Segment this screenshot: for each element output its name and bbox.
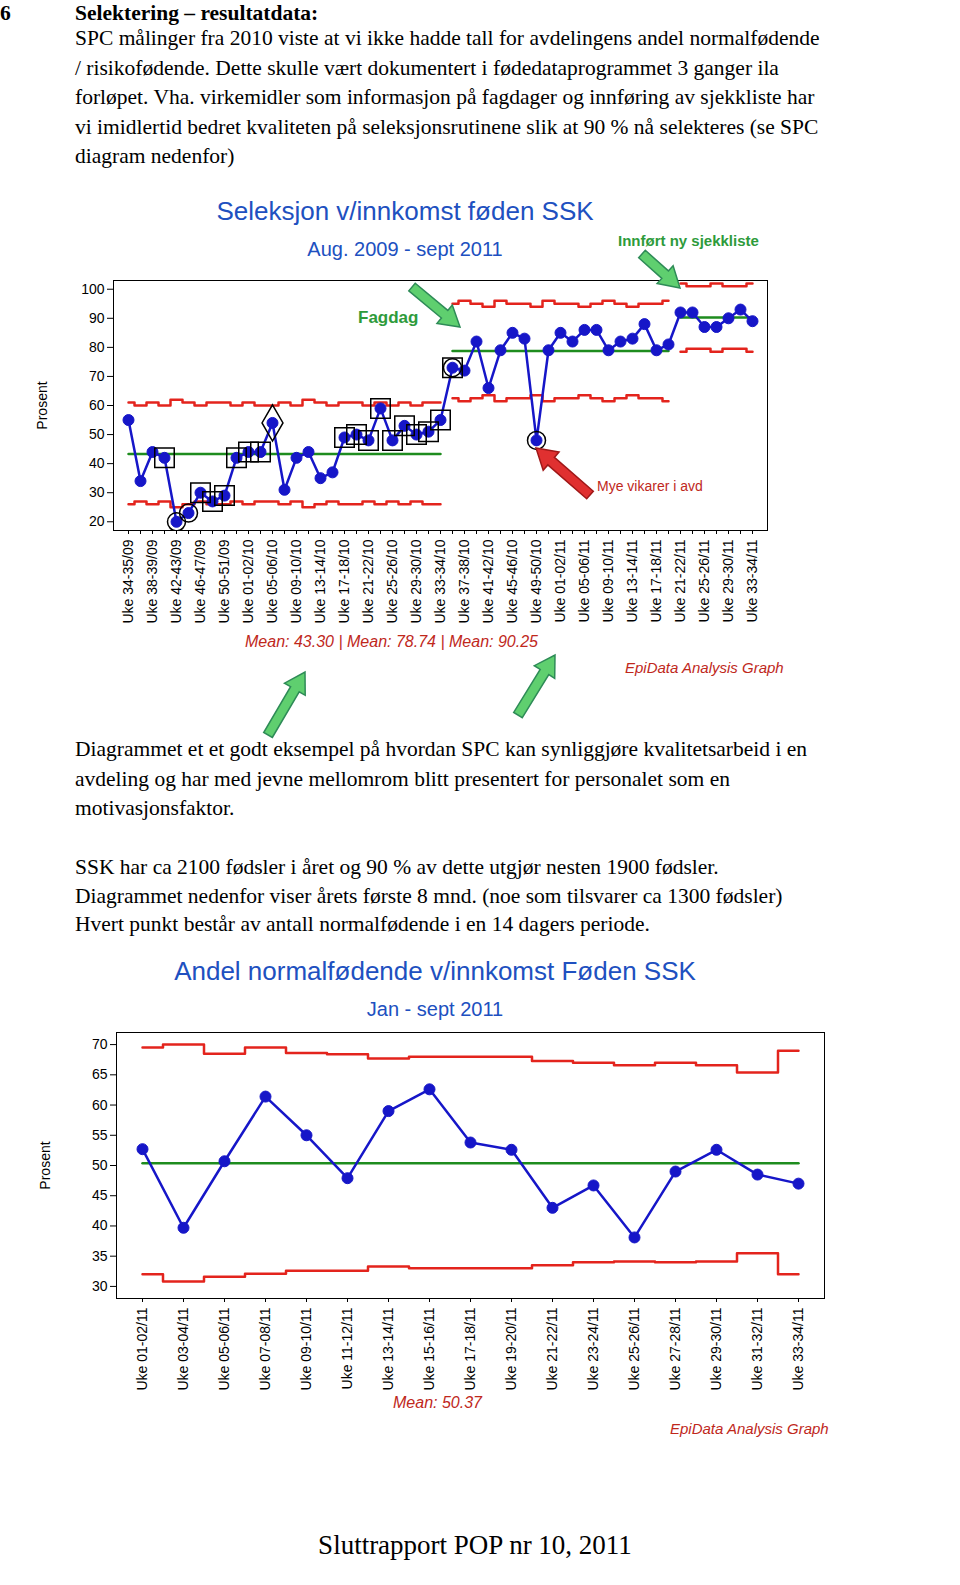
svg-text:Uke 07-08/11: Uke 07-08/11 — [257, 1307, 273, 1390]
svg-text:Uke 49-50/10: Uke 49-50/10 — [528, 539, 544, 623]
svg-text:Uke 33-34/11: Uke 33-34/11 — [790, 1307, 806, 1390]
svg-text:Prosent: Prosent — [37, 1141, 53, 1189]
svg-text:20: 20 — [89, 513, 105, 529]
html-text:Sluttrapport POP nr 10, 2011: Sluttrapport POP nr 10, 2011 — [318, 1530, 632, 1560]
svg-text:45: 45 — [92, 1187, 108, 1203]
svg-text:Uke 19-20/11: Uke 19-20/11 — [503, 1307, 519, 1390]
svg-text:70: 70 — [89, 368, 105, 384]
svg-text:Uke 27-28/11: Uke 27-28/11 — [667, 1307, 683, 1390]
svg-text:100: 100 — [81, 281, 105, 297]
svg-text:60: 60 — [92, 1097, 108, 1113]
svg-text:30: 30 — [92, 1278, 108, 1294]
html-text:/ risikofødende. Dette skulle: / risikofødende. Dette skulle vært dokum… — [75, 55, 779, 80]
svg-text:Uke 13-14/10: Uke 13-14/10 — [312, 539, 328, 623]
svg-text:65: 65 — [92, 1066, 108, 1082]
html-text:Hvert punkt består av antall n: Hvert punkt består av antall normalføden… — [75, 912, 650, 936]
svg-text:Uke 38-39/09: Uke 38-39/09 — [144, 539, 160, 623]
svg-text:Uke 01-02/10: Uke 01-02/10 — [240, 539, 256, 623]
svg-text:Uke 17-18/11: Uke 17-18/11 — [462, 1307, 478, 1390]
svg-text:Uke 37-38/10: Uke 37-38/10 — [456, 539, 472, 623]
svg-text:Uke 09-10/11: Uke 09-10/11 — [298, 1307, 314, 1390]
html-text:vi imidlertid bedret kvalitete: vi imidlertid bedret kvaliteten på selek… — [75, 114, 819, 139]
svg-text:Uke 29-30/10: Uke 29-30/10 — [408, 539, 424, 623]
svg-text:Uke 23-24/11: Uke 23-24/11 — [585, 1307, 601, 1390]
html-text:6: 6 — [0, 1, 11, 25]
svg-text:Uke 17-18/10: Uke 17-18/10 — [336, 539, 352, 623]
html-text:diagram nedenfor): diagram nedenfor) — [75, 144, 235, 168]
html-text:EpiData Analysis Graph: EpiData Analysis Graph — [625, 659, 784, 676]
svg-text:Uke 33-34/10: Uke 33-34/10 — [432, 539, 448, 623]
svg-text:Uke 21-22/11: Uke 21-22/11 — [544, 1307, 560, 1390]
svg-text:40: 40 — [89, 455, 105, 471]
svg-text:Uke 21-22/10: Uke 21-22/10 — [360, 539, 376, 623]
svg-text:Uke 13-14/11: Uke 13-14/11 — [380, 1307, 396, 1390]
svg-text:Uke 41-42/10: Uke 41-42/10 — [480, 539, 496, 623]
svg-text:Uke 09-10/10: Uke 09-10/10 — [288, 539, 304, 623]
html-text:SSK har ca 2100 fødsler i året: SSK har ca 2100 fødsler i året og 90 % a… — [75, 855, 719, 879]
html-text:Jan - sept 2011: Jan - sept 2011 — [366, 998, 504, 1020]
svg-text:50: 50 — [92, 1157, 108, 1173]
html-text:forløpet. Vha. virkemidler som: forløpet. Vha. virkemidler som informasj… — [75, 85, 815, 109]
html-text:SPC målinger fra 2010 viste at: SPC målinger fra 2010 viste at vi ikke h… — [75, 26, 820, 50]
svg-text:Uke 45-46/10: Uke 45-46/10 — [504, 539, 520, 623]
svg-text:50: 50 — [89, 426, 105, 442]
html-text:Fagdag: Fagdag — [358, 308, 419, 327]
svg-text:Uke 29-30/11: Uke 29-30/11 — [708, 1307, 724, 1390]
svg-text:60: 60 — [89, 397, 105, 413]
svg-text:Uke 05-06/11: Uke 05-06/11 — [216, 1307, 232, 1390]
svg-text:Uke 01-02/11: Uke 01-02/11 — [134, 1307, 150, 1390]
svg-text:Uke 15-16/11: Uke 15-16/11 — [421, 1307, 437, 1390]
svg-text:Uke 25-26/11: Uke 25-26/11 — [626, 1307, 642, 1390]
svg-text:80: 80 — [89, 339, 105, 355]
html-text:Mean: 43.30 | Mean: 78.74 | Me: Mean: 43.30 | Mean: 78.74 | Mean: 90.25 — [245, 633, 538, 650]
svg-text:Uke 03-04/11: Uke 03-04/11 — [175, 1307, 191, 1390]
svg-text:Uke 13-14/11: Uke 13-14/11 — [624, 539, 640, 622]
svg-text:Uke 31-32/11: Uke 31-32/11 — [749, 1307, 765, 1390]
svg-text:Uke 21-22/11: Uke 21-22/11 — [672, 539, 688, 622]
svg-text:Uke 46-47/09: Uke 46-47/09 — [192, 539, 208, 623]
html-text:motivasjonsfaktor.: motivasjonsfaktor. — [75, 796, 235, 820]
html-text:EpiData Analysis Graph: EpiData Analysis Graph — [670, 1420, 829, 1437]
svg-text:40: 40 — [92, 1217, 108, 1233]
svg-text:Uke 11-12/11: Uke 11-12/11 — [339, 1307, 355, 1389]
svg-text:Uke 09-10/11: Uke 09-10/11 — [600, 539, 616, 622]
svg-text:Uke 42-43/09: Uke 42-43/09 — [168, 539, 184, 623]
html-text:Mean: 50.37: Mean: 50.37 — [393, 1394, 482, 1411]
svg-text:Uke 29-30/11: Uke 29-30/11 — [720, 539, 736, 622]
svg-text:Uke 17-18/11: Uke 17-18/11 — [648, 539, 664, 622]
html-text:Diagrammet et et godt eksempel: Diagrammet et et godt eksempel på hvorda… — [75, 737, 807, 761]
html-text:Mye vikarer i avd: Mye vikarer i avd — [597, 478, 703, 494]
svg-text:Uke 05-06/10: Uke 05-06/10 — [264, 539, 280, 623]
svg-text:30: 30 — [89, 484, 105, 500]
svg-text:90: 90 — [89, 310, 105, 326]
html-text:avdeling og har med jevne mell: avdeling og har med jevne mellomrom blit… — [75, 766, 730, 791]
svg-text:55: 55 — [92, 1127, 108, 1143]
svg-text:Uke 34-35/09: Uke 34-35/09 — [120, 539, 136, 623]
svg-text:Uke 33-34/11: Uke 33-34/11 — [744, 539, 760, 622]
svg-text:Uke 25-26/11: Uke 25-26/11 — [696, 539, 712, 622]
html-text:Selektering – resultatdata:: Selektering – resultatdata: — [75, 1, 319, 25]
html-text:Diagrammet nedenfor viser året: Diagrammet nedenfor viser årets første 8… — [75, 883, 783, 908]
svg-text:70: 70 — [92, 1036, 108, 1052]
svg-text:35: 35 — [92, 1248, 108, 1264]
html-text:Aug. 2009 - sept 2011: Aug. 2009 - sept 2011 — [307, 238, 503, 260]
svg-text:Uke 25-26/10: Uke 25-26/10 — [384, 539, 400, 623]
html-text:Innført ny sjekkliste: Innført ny sjekkliste — [618, 232, 759, 249]
svg-text:Uke 05-06/11: Uke 05-06/11 — [576, 539, 592, 622]
svg-text:Prosent: Prosent — [34, 381, 50, 429]
html-text:Andel normalfødende v/innkomst: Andel normalfødende v/innkomst Føden SSK — [174, 956, 696, 986]
html-text:Seleksjon v/innkomst føden SSK: Seleksjon v/innkomst føden SSK — [216, 196, 594, 226]
svg-text:Uke 50-51/09: Uke 50-51/09 — [216, 539, 232, 623]
svg-text:Uke 01-02/11: Uke 01-02/11 — [552, 539, 568, 622]
